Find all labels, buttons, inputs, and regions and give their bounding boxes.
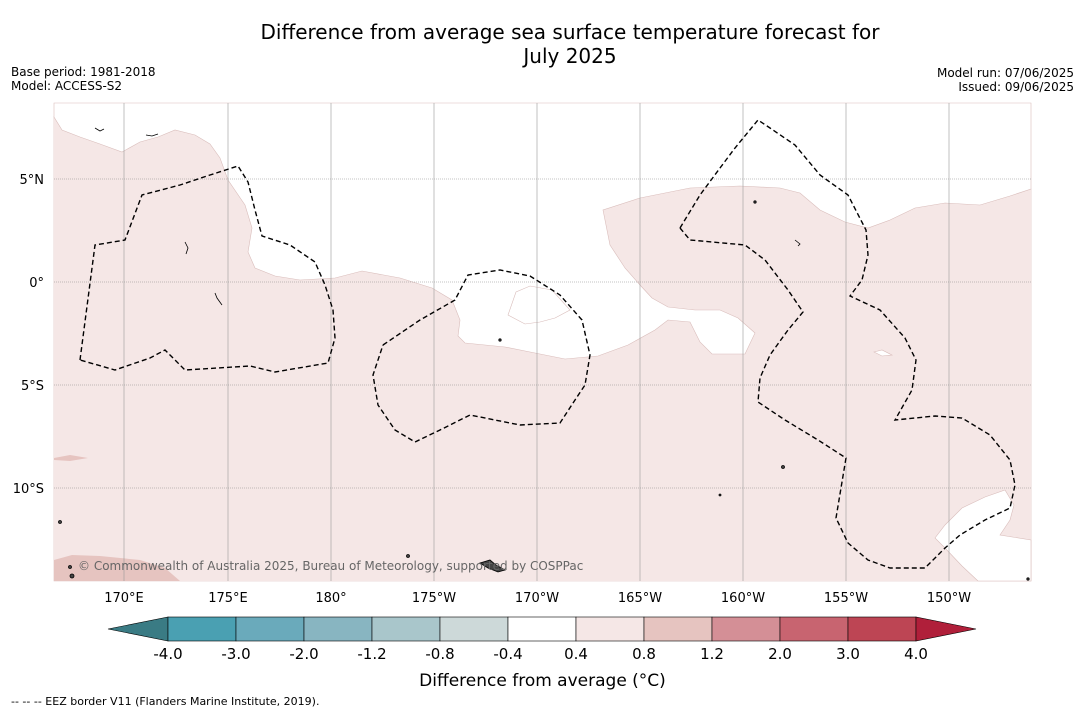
island-mark bbox=[718, 493, 722, 497]
title-line-2: July 2025 bbox=[523, 44, 617, 68]
island-outlines bbox=[58, 127, 1030, 581]
colorbar-tick-label: 4.0 bbox=[904, 645, 928, 663]
neutral-region-southeast bbox=[934, 489, 1032, 582]
colorbar-bin bbox=[303, 616, 373, 642]
colorbar-extension-min bbox=[107, 616, 169, 642]
colorbar-tick-label: -0.4 bbox=[493, 645, 522, 663]
colorbar-bin bbox=[711, 616, 781, 642]
anomaly-region-warmer-west bbox=[54, 455, 88, 461]
left-metadata: Base period: 1981-2018 Model: ACCESS-S2 bbox=[11, 65, 156, 93]
colorbar-extension-max bbox=[915, 616, 977, 642]
colorbar-bin bbox=[507, 616, 577, 642]
neutral-region-small bbox=[873, 349, 894, 357]
colorbar-tick-label: -1.2 bbox=[357, 645, 386, 663]
island-mark bbox=[781, 465, 785, 469]
graticule bbox=[54, 178, 1031, 489]
colorbar-tick-label: -3.0 bbox=[221, 645, 250, 663]
colorbar-tick-label: 2.0 bbox=[768, 645, 792, 663]
colorbar-label: Difference from average (°C) bbox=[419, 671, 666, 691]
colorbar-tick-label: 0.4 bbox=[564, 645, 588, 663]
colorbar-bin bbox=[439, 616, 509, 642]
copyright-notice: © Commonwealth of Australia 2025, Bureau… bbox=[78, 559, 583, 573]
lat-label: 0° bbox=[29, 276, 44, 291]
colorbar-tick-label: -2.0 bbox=[289, 645, 318, 663]
island-mark bbox=[794, 239, 801, 247]
base-period: Base period: 1981-2018 bbox=[11, 65, 156, 79]
neutral-region-north bbox=[53, 102, 1032, 360]
island-mark bbox=[69, 573, 75, 579]
eez-border-kiribati-gilbert bbox=[79, 165, 336, 373]
lat-label: 5°S bbox=[21, 379, 44, 394]
model-name: Model: ACCESS-S2 bbox=[11, 79, 123, 93]
lon-label: 175°W bbox=[412, 591, 456, 606]
graticule-meridians bbox=[123, 103, 950, 581]
colorbar-bin bbox=[575, 616, 645, 642]
colorbar-tick-label: -0.8 bbox=[425, 645, 454, 663]
eez-borders bbox=[79, 119, 1016, 569]
colorbar-bin bbox=[847, 616, 917, 642]
island-mark bbox=[94, 127, 105, 132]
colorbar-bin bbox=[371, 616, 441, 642]
lon-label: 150°W bbox=[927, 591, 971, 606]
colorbar-tick-label: -4.0 bbox=[153, 645, 182, 663]
latitude-labels: 5°N 0° 5°S 10°S bbox=[13, 173, 44, 497]
lat-label: 5°N bbox=[20, 173, 45, 188]
colorbar-bin bbox=[167, 616, 237, 642]
neutral-region-island bbox=[507, 285, 571, 325]
lat-label: 10°S bbox=[13, 482, 44, 497]
eez-border-phoenix bbox=[372, 269, 591, 443]
colorbar-tick-label: 3.0 bbox=[836, 645, 860, 663]
colorbar-tick-label: 0.8 bbox=[632, 645, 656, 663]
island-mark bbox=[753, 200, 757, 204]
island-mark bbox=[184, 241, 189, 255]
title-line-1: Difference from average sea surface temp… bbox=[260, 20, 880, 44]
lon-label: 170°W bbox=[515, 591, 559, 606]
island-mark bbox=[498, 338, 502, 342]
lon-label: 170°E bbox=[104, 591, 144, 606]
longitude-labels: 170°E 175°E 180° 175°W 170°W 165°W 160°W… bbox=[104, 591, 971, 606]
island-mark bbox=[406, 554, 410, 558]
island-mark bbox=[68, 565, 72, 569]
map-title: Difference from average sea surface temp… bbox=[200, 20, 940, 68]
lon-label: 160°W bbox=[721, 591, 765, 606]
island-mark bbox=[214, 292, 223, 306]
island-mark bbox=[145, 133, 159, 137]
colorbar: -4.0 -3.0 -2.0 -1.2 -0.8 -0.4 0.4 0.8 1.2 2.0 3.0 4… bbox=[107, 616, 977, 663]
lon-label: 180° bbox=[315, 591, 346, 606]
island-mark bbox=[1026, 577, 1030, 581]
island-mark bbox=[479, 559, 507, 573]
colorbar-bin bbox=[779, 616, 849, 642]
model-run: Model run: 07/06/2025 bbox=[936, 66, 1074, 80]
anomaly-region-warmer-southwest bbox=[54, 555, 180, 581]
lon-label: 175°E bbox=[208, 591, 248, 606]
colorbar-bin bbox=[643, 616, 713, 642]
right-metadata: Model run: 07/06/2025 Issued: 09/06/2025 bbox=[937, 66, 1074, 94]
lon-label: 165°W bbox=[618, 591, 662, 606]
lon-label: 155°W bbox=[824, 591, 868, 606]
eez-footnote: -- -- -- EEZ border V11 (Flanders Marine… bbox=[11, 695, 320, 708]
colorbar-bin bbox=[235, 616, 305, 642]
issued-date: Issued: 09/06/2025 bbox=[958, 80, 1074, 94]
island-mark bbox=[58, 520, 62, 524]
map-area bbox=[53, 102, 1032, 582]
eez-border-line-islands bbox=[679, 119, 1016, 569]
colorbar-tick-label: 1.2 bbox=[700, 645, 724, 663]
